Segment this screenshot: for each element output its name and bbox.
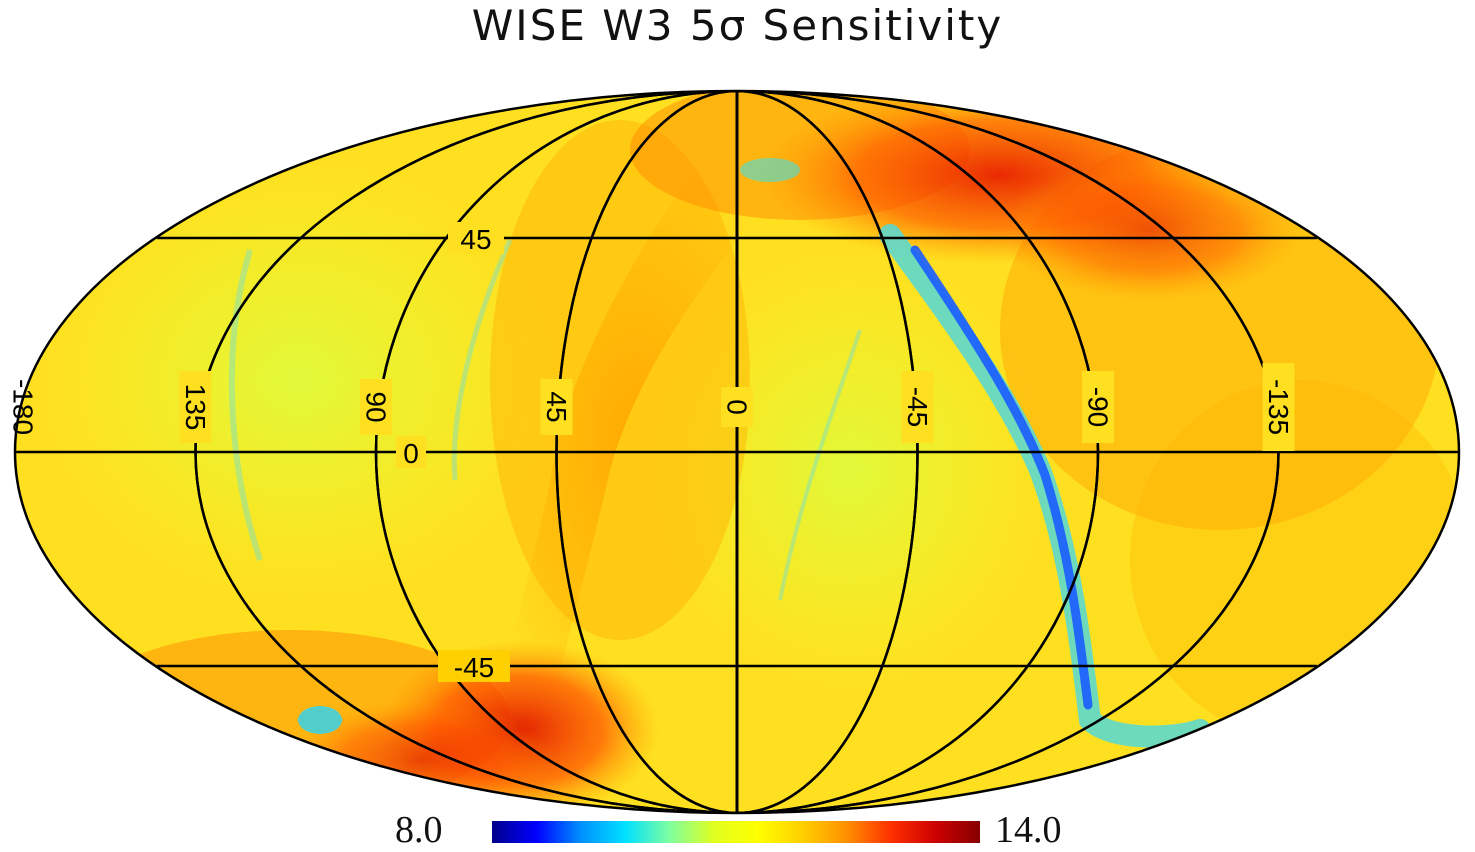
meridian-label-group: 0 xyxy=(721,387,753,427)
meridian-label-group: -180 xyxy=(8,379,39,435)
colorbar-max-label: 14.0 xyxy=(995,809,1062,851)
label-bg xyxy=(360,379,392,435)
greenish-region-center xyxy=(650,250,1050,690)
parallel-labels: 45 0 -45 xyxy=(396,222,510,683)
map-title: WISE W3 5σ Sensitivity xyxy=(471,1,1004,50)
orange-band-center xyxy=(470,120,800,760)
meridian-label: -90 xyxy=(1083,387,1114,427)
label-bg xyxy=(540,379,573,435)
label-bg xyxy=(1082,371,1114,443)
meridian-label: 0 xyxy=(722,399,753,415)
label-bg xyxy=(438,650,510,682)
cyan-blob-top xyxy=(740,158,800,182)
cyan-blob-bottom-left xyxy=(298,706,342,734)
orange-band-right-low xyxy=(1130,380,1459,740)
orange-band-wide xyxy=(490,120,750,640)
meridian-label: 45 xyxy=(541,391,572,422)
greenish-region-left xyxy=(40,160,560,600)
meridian-label-group: 45 xyxy=(540,379,573,435)
label-bg xyxy=(179,371,212,443)
meridian-label: -45 xyxy=(902,387,933,427)
meridian-labels: -180 135 90 45 0 -45 -90 -135 xyxy=(8,363,1295,451)
faint-cyan-arc-center xyxy=(778,329,862,601)
colorbar xyxy=(492,821,980,843)
label-bg xyxy=(396,436,426,468)
label-bg xyxy=(901,371,934,443)
meridian-label: -135 xyxy=(1263,379,1294,435)
label-bg xyxy=(1262,363,1295,451)
meridian-label-group: 90 xyxy=(360,379,392,435)
red-spot-top-right xyxy=(1000,160,1300,300)
parallel-label-45-north: 45 xyxy=(460,224,491,255)
meridian-label-group: -135 xyxy=(1262,363,1295,451)
label-bg xyxy=(721,387,753,427)
meridian-label-group: -45 xyxy=(901,371,934,443)
faint-cyan-arc-mid xyxy=(451,238,513,481)
blue-streak xyxy=(910,245,1093,710)
meridian-label: 90 xyxy=(361,391,392,422)
meridian-label-group: 135 xyxy=(179,371,212,443)
meridian-label: 135 xyxy=(180,384,211,431)
parallel-label-0: 0 xyxy=(403,438,419,469)
parallel-label-45-south: -45 xyxy=(454,652,494,683)
meridian-label-group: -90 xyxy=(1082,371,1114,443)
meridian-label: -180 xyxy=(8,379,39,435)
label-bg xyxy=(448,222,504,254)
colorbar-min-label: 8.0 xyxy=(395,809,443,851)
faint-cyan-arc-left xyxy=(228,249,263,561)
